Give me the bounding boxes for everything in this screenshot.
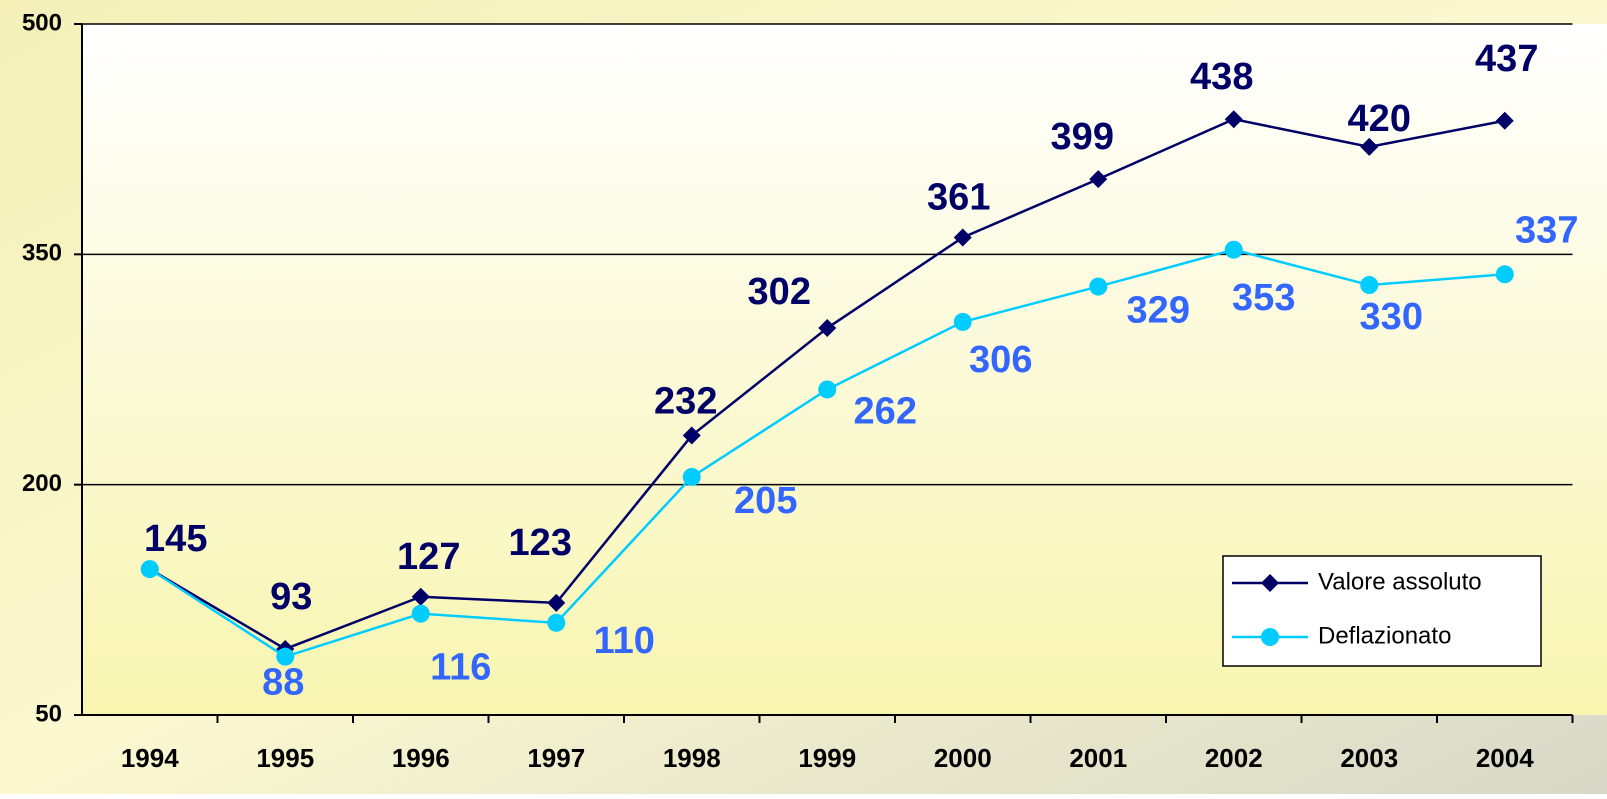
marker xyxy=(818,319,837,338)
marker xyxy=(547,593,566,612)
marker xyxy=(953,228,972,247)
marker xyxy=(1360,137,1379,156)
marker xyxy=(1224,110,1243,129)
y-tick-label: 500 xyxy=(22,9,62,36)
marker xyxy=(411,604,430,623)
legend-label: Deflazionato xyxy=(1318,622,1451,649)
data-label: 93 xyxy=(270,576,312,618)
legend-box xyxy=(1222,555,1542,667)
data-label: 116 xyxy=(430,647,491,689)
legend-marker xyxy=(1261,574,1279,592)
data-label: 306 xyxy=(969,339,1032,381)
marker xyxy=(953,312,972,331)
marker xyxy=(1495,265,1514,284)
data-label: 330 xyxy=(1360,296,1423,338)
data-label: 205 xyxy=(734,480,797,522)
data-label: 88 xyxy=(262,662,304,704)
marker xyxy=(1089,170,1108,189)
x-tick-label: 2001 xyxy=(1069,743,1127,773)
data-label: 361 xyxy=(927,176,990,218)
data-label: 420 xyxy=(1348,98,1411,140)
x-tick-label: 1996 xyxy=(392,743,450,773)
y-tick-label: 350 xyxy=(22,240,62,267)
data-label: 329 xyxy=(1127,290,1190,332)
data-label: 145 xyxy=(144,518,207,560)
legend-label: Valore assoluto xyxy=(1318,568,1482,595)
marker xyxy=(1495,111,1514,130)
x-tick-label: 2000 xyxy=(934,743,992,773)
y-tick-label: 50 xyxy=(35,700,62,727)
data-label: 302 xyxy=(748,271,811,313)
x-tick-label: 2004 xyxy=(1476,743,1534,773)
marker xyxy=(140,560,159,579)
data-label: 110 xyxy=(594,620,655,662)
data-label: 262 xyxy=(854,390,917,432)
marker xyxy=(547,613,566,632)
x-tick-label: 2002 xyxy=(1205,743,1263,773)
marker xyxy=(1224,240,1243,259)
x-tick-label: 2003 xyxy=(1340,743,1398,773)
data-label: 127 xyxy=(397,536,460,578)
x-tick-label: 1999 xyxy=(798,743,856,773)
data-label: 337 xyxy=(1515,209,1578,251)
marker xyxy=(411,587,430,606)
data-label: 399 xyxy=(1051,116,1114,158)
marker xyxy=(818,380,837,399)
marker xyxy=(1089,277,1108,296)
marker xyxy=(682,467,701,486)
x-tick-label: 1995 xyxy=(256,743,314,773)
data-label: 438 xyxy=(1190,56,1253,98)
marker xyxy=(682,426,701,445)
x-tick-label: 1994 xyxy=(121,743,179,773)
marker xyxy=(276,647,295,666)
legend-marker xyxy=(1261,628,1279,646)
x-tick-label: 1997 xyxy=(527,743,585,773)
data-label: 437 xyxy=(1475,38,1538,80)
x-tick-label: 1998 xyxy=(663,743,721,773)
marker xyxy=(1360,276,1379,295)
data-label: 353 xyxy=(1232,277,1295,319)
y-tick-label: 200 xyxy=(22,470,62,497)
data-label: 232 xyxy=(654,381,717,423)
data-label: 123 xyxy=(509,522,572,564)
